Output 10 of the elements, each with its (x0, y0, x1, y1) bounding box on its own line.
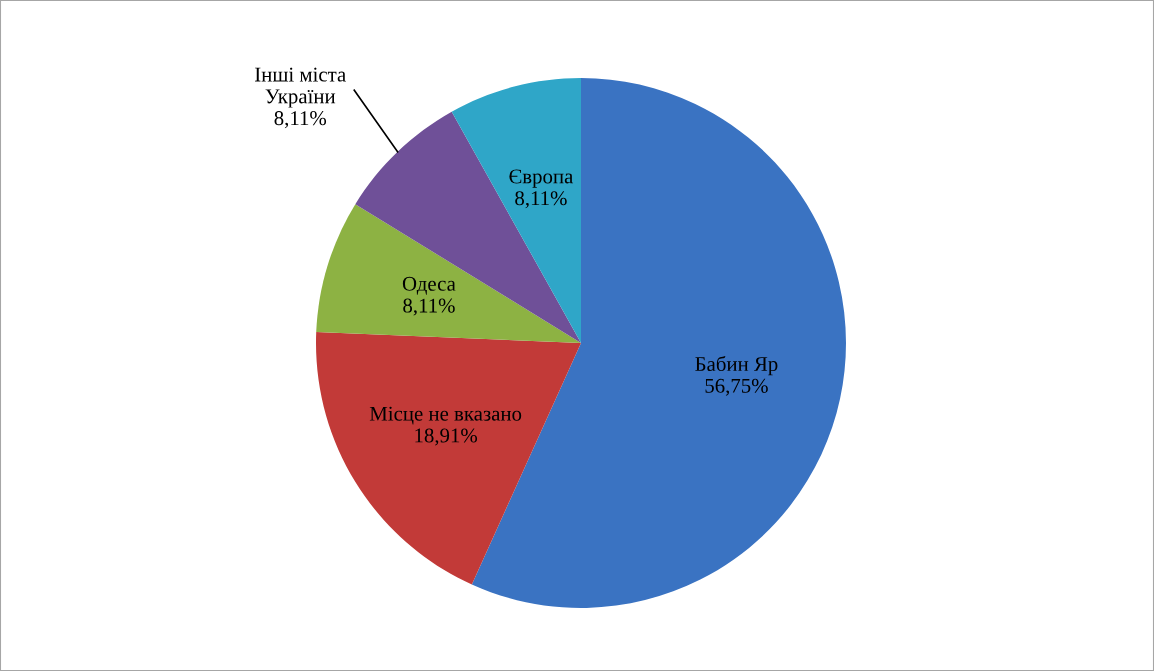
data-label: 8,11% (274, 111, 327, 129)
data-label: 56,75% (705, 378, 768, 396)
data-label: 8,11% (403, 298, 455, 316)
slice-label: Європа (509, 169, 574, 188)
data-label: 18,91% (415, 428, 478, 446)
slice-label: Бабин Яр (695, 355, 778, 376)
slice-label: Місце не вказано (369, 406, 522, 425)
data-label: 8,11% (515, 191, 567, 209)
slice-label: Інші міста України (255, 67, 346, 108)
slice-label: Одеса (402, 276, 456, 295)
